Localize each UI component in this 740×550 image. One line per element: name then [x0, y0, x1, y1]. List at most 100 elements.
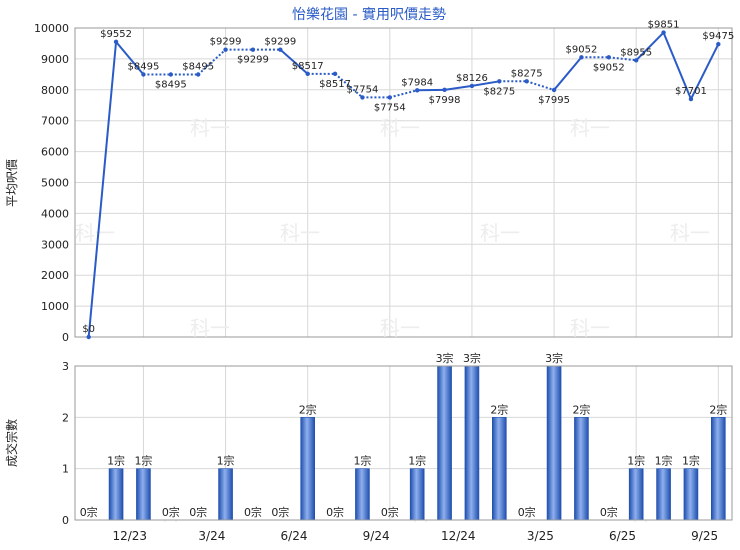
- line-y-tick-label: 0: [62, 331, 69, 344]
- line-point-label: $8275: [511, 68, 543, 79]
- line-point: [524, 79, 529, 84]
- line-point: [360, 95, 365, 100]
- line-point-label: $7701: [675, 86, 707, 97]
- line-y-tick-label: 4000: [41, 207, 69, 220]
- bar-y-tick-label: 1: [62, 463, 69, 476]
- line-point: [387, 95, 393, 100]
- line-point: [113, 39, 119, 45]
- line-point-label: $8517: [319, 79, 351, 90]
- bar-label: 2宗: [709, 402, 727, 416]
- line-point: [716, 42, 721, 47]
- bar: [409, 468, 425, 521]
- line-y-tick-label: 7000: [41, 115, 69, 128]
- line-point: [168, 72, 174, 77]
- bar-chart-ylabel: 成交宗數: [4, 419, 19, 467]
- bar-label: 1宗: [217, 454, 235, 468]
- bar: [546, 365, 562, 521]
- line-point-label: $7754: [374, 102, 406, 113]
- bar-label: 0宗: [600, 505, 618, 519]
- line-point: [223, 47, 228, 52]
- line-series-segment: [635, 31, 665, 61]
- bar-label: 0宗: [326, 505, 344, 519]
- line-point-label: $9052: [593, 62, 625, 73]
- line-point-label: $7984: [401, 77, 433, 88]
- line-point-label: $7998: [429, 95, 461, 106]
- bar-label: 3宗: [463, 351, 481, 365]
- line-point: [661, 30, 666, 35]
- bar: [464, 365, 480, 521]
- bar-label: 0宗: [518, 505, 536, 519]
- line-series-segment: [662, 32, 692, 100]
- line-y-tick-label: 5000: [41, 177, 69, 190]
- bar-label: 0宗: [381, 505, 399, 519]
- chart-title: 怡樂花園 - 實用呎價走勢: [292, 6, 446, 23]
- bar-label: 1宗: [682, 454, 700, 468]
- watermark: 科一: [75, 221, 115, 245]
- bar: [437, 365, 452, 521]
- line-point-label: $7754: [347, 84, 379, 95]
- bar-chart: 0 1 2 3 0宗 1宗 1宗 0宗 0宗 1宗 0宗 0宗 2宗 0宗 1宗 0宗 1宗 3宗 3宗 2宗 0宗 3宗…: [62, 351, 733, 543]
- line-point: [606, 55, 612, 60]
- watermark: 科一: [570, 316, 610, 340]
- bar-label: 0宗: [244, 505, 262, 519]
- bar-plot-frame: [74, 365, 733, 521]
- bar-label: 3宗: [545, 351, 563, 365]
- line-point-label: $8495: [128, 62, 160, 73]
- bar-label: 0宗: [189, 505, 207, 519]
- line-series-segment: [389, 89, 418, 99]
- line-point-label: $9299: [210, 37, 242, 48]
- bar-label: 2宗: [490, 402, 508, 416]
- bar: [218, 468, 233, 521]
- line-point-label: $8275: [483, 86, 515, 97]
- line-series-segment: [690, 43, 720, 100]
- line-y-tick-label: 1000: [41, 300, 69, 313]
- watermark: 科一: [380, 316, 420, 340]
- x-tick-label: 3/24: [198, 529, 225, 543]
- line-point-label: $0: [82, 324, 95, 335]
- bar-y-tick-label: 0: [62, 514, 69, 527]
- line-plot-frame: [74, 27, 733, 338]
- line-y-tick-label: 3000: [41, 238, 69, 251]
- line-series-segment: [444, 84, 473, 91]
- bar-y-tick-label: 2: [62, 411, 69, 424]
- line-point: [414, 88, 420, 93]
- line-y-tick-label: 6000: [41, 146, 69, 159]
- line-point: [332, 71, 338, 77]
- line-series-segment: [471, 80, 500, 87]
- bar-label: 0宗: [162, 505, 180, 519]
- bar-label: 1宗: [107, 454, 125, 468]
- bar: [136, 468, 151, 521]
- line-series-segment: [279, 48, 309, 75]
- line-point-label: $9052: [566, 44, 598, 55]
- line-point-label: $9851: [648, 20, 680, 31]
- watermark: 科一: [570, 116, 610, 140]
- line-point: [497, 79, 502, 84]
- line-point: [278, 47, 283, 52]
- line-point: [469, 83, 475, 89]
- bar: [492, 417, 507, 521]
- line-point-label: $8495: [155, 80, 187, 91]
- line-series-segment: [115, 41, 145, 76]
- line-point-label: $9299: [237, 55, 269, 66]
- line-point: [195, 72, 201, 77]
- line-point: [551, 87, 557, 93]
- line-point-label: $8955: [620, 47, 652, 58]
- bar: [574, 417, 589, 521]
- line-point-label: $7995: [538, 95, 570, 106]
- line-point: [579, 55, 584, 60]
- watermark: 科一: [190, 116, 230, 140]
- line-point-label: $9475: [702, 31, 734, 42]
- bar: [656, 468, 671, 521]
- x-tick-label: 6/24: [281, 529, 308, 543]
- line-series-segment: [526, 80, 555, 91]
- bar-label: 1宗: [353, 454, 371, 468]
- bar-label: 1宗: [134, 454, 152, 468]
- line-point: [250, 47, 256, 52]
- line-point-label: $8517: [292, 61, 324, 72]
- line-point-label: $8495: [182, 62, 214, 73]
- bar-label: 2宗: [572, 402, 590, 416]
- bar: [683, 468, 699, 521]
- watermark: 科一: [670, 221, 710, 245]
- line-series-segment: [87, 41, 118, 338]
